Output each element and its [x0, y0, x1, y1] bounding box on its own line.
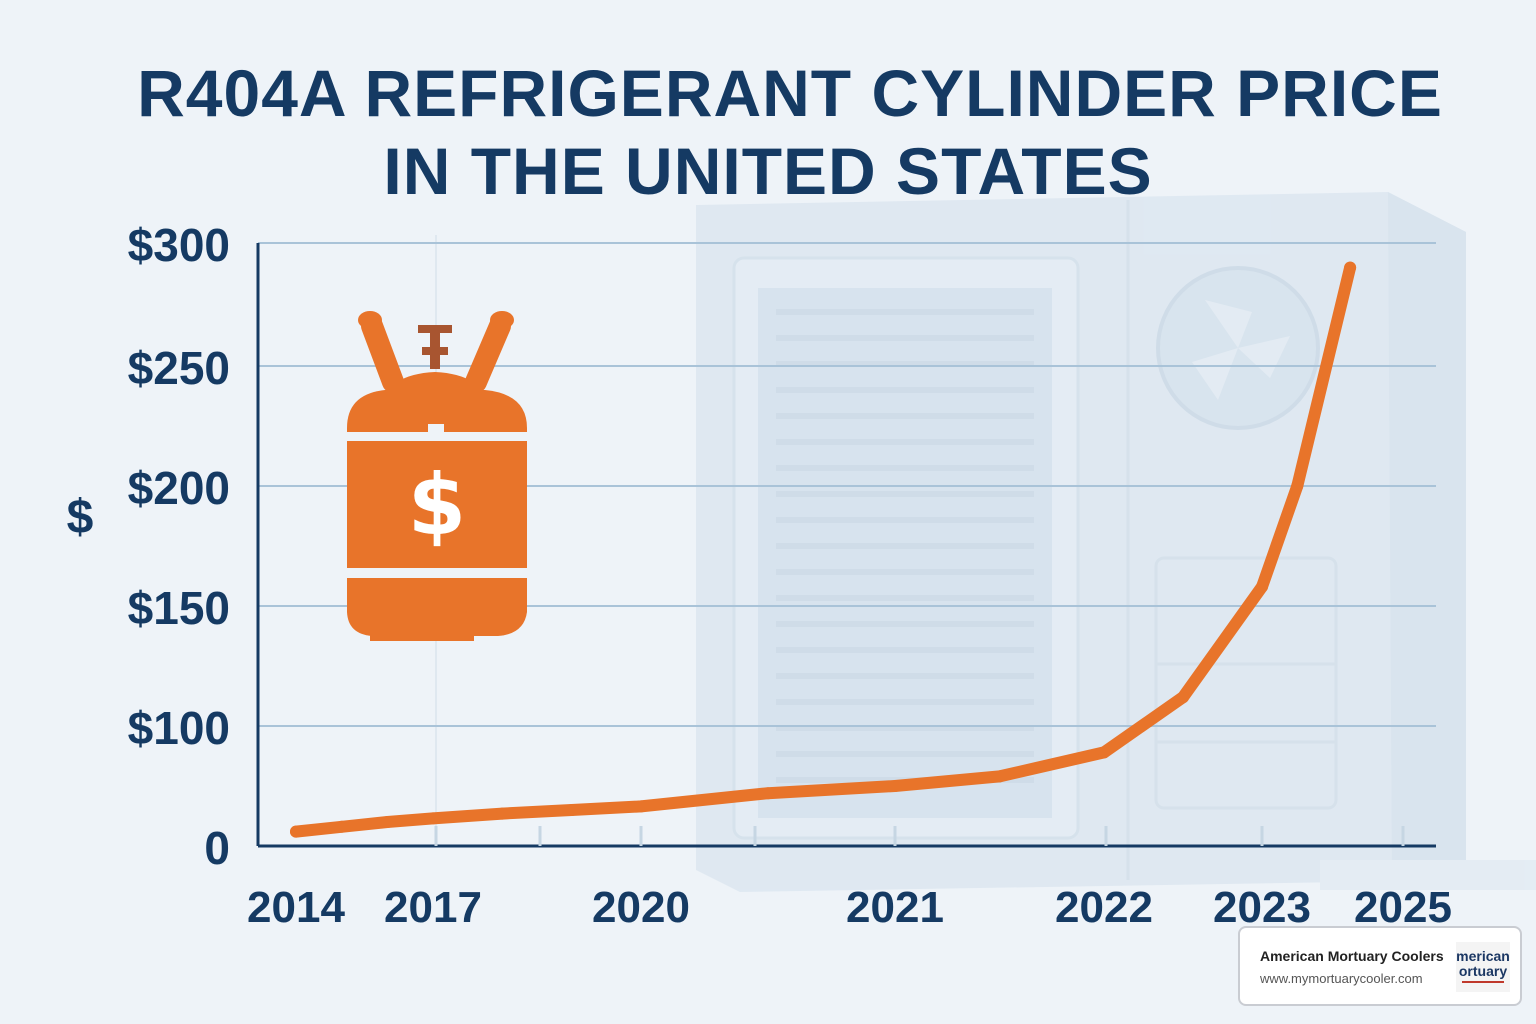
x-tick-labels: 2014 2017 2020 2021 2022 2023 2025 [247, 826, 1452, 932]
watermark-badge[interactable]: American Mortuary Coolers www.mymortuary… [1238, 926, 1522, 1006]
data-point [993, 770, 1006, 783]
company-logo-icon: merican ortuary [1456, 942, 1510, 992]
y-tick-label: $250 [128, 342, 230, 394]
chart-title-line-1: R404A REFRIGERANT CYLINDER PRICE [137, 56, 1443, 130]
y-tick-label: $300 [128, 219, 230, 271]
data-point [889, 780, 901, 792]
svg-text:ortuary: ortuary [1459, 963, 1507, 979]
data-point [381, 816, 394, 828]
x-tick-label: 2025 [1354, 883, 1452, 932]
data-points [290, 261, 1357, 838]
data-point [335, 820, 348, 833]
x-tick-label: 2017 [384, 883, 482, 932]
y-tick-labels: 0 $100 $150 $200 $250 $300 [128, 219, 230, 874]
x-tick-label: 2022 [1055, 883, 1153, 932]
chart-title-line-2: IN THE UNITED STATES [383, 134, 1153, 208]
data-point [1256, 580, 1268, 593]
x-tick-label: 2023 [1213, 883, 1311, 932]
data-point [1344, 261, 1357, 274]
data-point [427, 812, 439, 825]
y-tick-label: $150 [128, 582, 230, 634]
refrigerant-cylinder-icon: $ [346, 311, 528, 641]
y-tick-label: $100 [128, 702, 230, 754]
dollar-sign-icon: $ [408, 456, 466, 554]
data-point [565, 804, 578, 816]
data-point [1177, 691, 1189, 704]
x-tick-label: 2020 [592, 883, 690, 932]
data-point [635, 800, 647, 813]
y-tick-label: $200 [128, 462, 230, 514]
y-tick-label: 0 [204, 822, 230, 874]
axes [256, 243, 1436, 848]
data-point [1291, 480, 1304, 492]
x-tick-label: 2021 [846, 883, 944, 932]
watermark-url: www.mymortuarycooler.com [1260, 971, 1423, 986]
svg-text:merican: merican [1456, 948, 1510, 964]
data-point [762, 787, 774, 800]
watermark-name: American Mortuary Coolers [1260, 948, 1444, 964]
x-tick-label: 2014 [247, 883, 345, 932]
data-point [496, 807, 509, 820]
data-point [290, 825, 302, 838]
y-axis-label: $ [67, 491, 94, 544]
data-point [1098, 746, 1110, 759]
